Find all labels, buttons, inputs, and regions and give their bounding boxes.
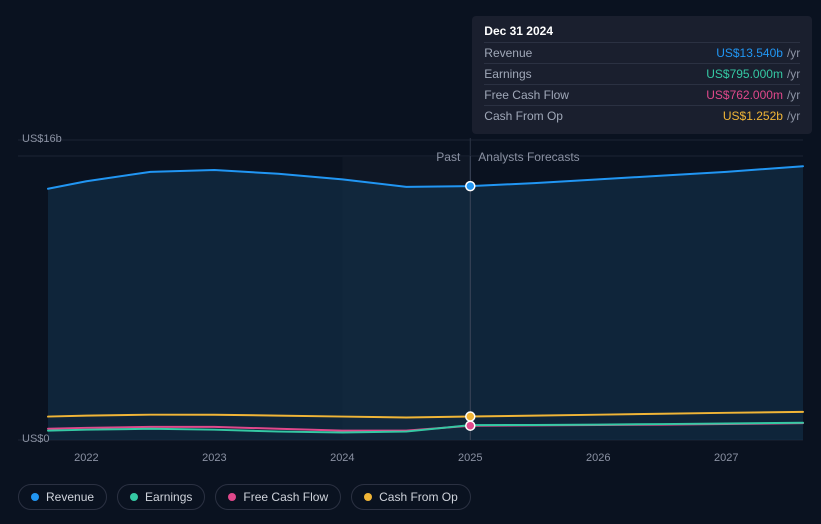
legend-item-label: Revenue bbox=[46, 490, 94, 504]
past-section-label: Past bbox=[436, 150, 460, 164]
tooltip-row-label: Revenue bbox=[484, 46, 532, 60]
legend-item-revenue[interactable]: Revenue bbox=[18, 484, 107, 510]
tooltip-row-label: Cash From Op bbox=[484, 109, 563, 123]
tooltip-row: Revenue US$13.540b/yr bbox=[484, 42, 800, 63]
tooltip-row-unit: /yr bbox=[787, 67, 800, 81]
y-tick-label: US$16b bbox=[22, 133, 62, 145]
x-tick-label: 2027 bbox=[714, 452, 738, 464]
legend-dot-icon bbox=[31, 493, 39, 501]
legend-item-label: Cash From Op bbox=[379, 490, 458, 504]
tooltip-date: Dec 31 2024 bbox=[484, 24, 800, 38]
tooltip-row: Earnings US$795.000m/yr bbox=[484, 63, 800, 84]
tooltip-row-unit: /yr bbox=[787, 88, 800, 102]
x-tick-label: 2025 bbox=[458, 452, 482, 464]
chart-legend: Revenue Earnings Free Cash Flow Cash From O… bbox=[18, 484, 471, 510]
legend-dot-icon bbox=[364, 493, 372, 501]
tooltip-row-value: US$13.540b bbox=[716, 46, 783, 60]
legend-item-free-cash-flow[interactable]: Free Cash Flow bbox=[215, 484, 341, 510]
x-tick-label: 2023 bbox=[202, 452, 226, 464]
x-tick-label: 2026 bbox=[586, 452, 610, 464]
legend-item-label: Earnings bbox=[145, 490, 192, 504]
tooltip-row: Cash From Op US$1.252b/yr bbox=[484, 105, 800, 126]
x-tick-label: 2024 bbox=[330, 452, 354, 464]
financials-forecast-chart: { "chart": { "type": "area-line", "backg… bbox=[0, 0, 821, 524]
legend-item-label: Free Cash Flow bbox=[243, 490, 328, 504]
tooltip-row-label: Free Cash Flow bbox=[484, 88, 569, 102]
tooltip-row-unit: /yr bbox=[787, 109, 800, 123]
x-tick-label: 2022 bbox=[74, 452, 98, 464]
tooltip-row-value: US$1.252b bbox=[723, 109, 783, 123]
tooltip-row: Free Cash Flow US$762.000m/yr bbox=[484, 84, 800, 105]
y-tick-label: US$0 bbox=[22, 433, 50, 445]
legend-item-earnings[interactable]: Earnings bbox=[117, 484, 205, 510]
legend-dot-icon bbox=[130, 493, 138, 501]
legend-item-cash-from-op[interactable]: Cash From Op bbox=[351, 484, 471, 510]
tooltip-row-value: US$795.000m bbox=[706, 67, 783, 81]
forecast-section-label: Analysts Forecasts bbox=[478, 150, 579, 164]
tooltip-row-label: Earnings bbox=[484, 67, 531, 81]
chart-tooltip: Dec 31 2024 RevenueUS$13.540b/yrEarnings… bbox=[472, 16, 812, 134]
tooltip-row-value: US$762.000m bbox=[706, 88, 783, 102]
legend-dot-icon bbox=[228, 493, 236, 501]
tooltip-row-unit: /yr bbox=[787, 46, 800, 60]
